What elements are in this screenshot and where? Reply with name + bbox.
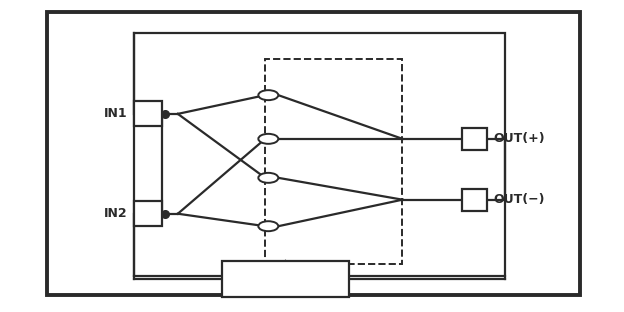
Circle shape [258, 173, 278, 183]
Text: SW: SW [275, 266, 296, 276]
Text: OUT(+): OUT(+) [493, 132, 545, 145]
Text: OUT(−): OUT(−) [493, 193, 545, 206]
Bar [462, 128, 487, 150]
Text: IN1: IN1 [104, 107, 128, 120]
Bar [134, 33, 505, 276]
Bar [462, 189, 487, 211]
Bar [47, 12, 580, 295]
Circle shape [258, 134, 278, 144]
Circle shape [258, 221, 278, 231]
Circle shape [258, 90, 278, 100]
Bar [265, 59, 402, 264]
Bar [134, 101, 162, 126]
Bar [222, 261, 349, 297]
Text: Controller: Controller [254, 280, 317, 290]
Text: IN2: IN2 [104, 207, 128, 220]
Bar [134, 201, 162, 226]
